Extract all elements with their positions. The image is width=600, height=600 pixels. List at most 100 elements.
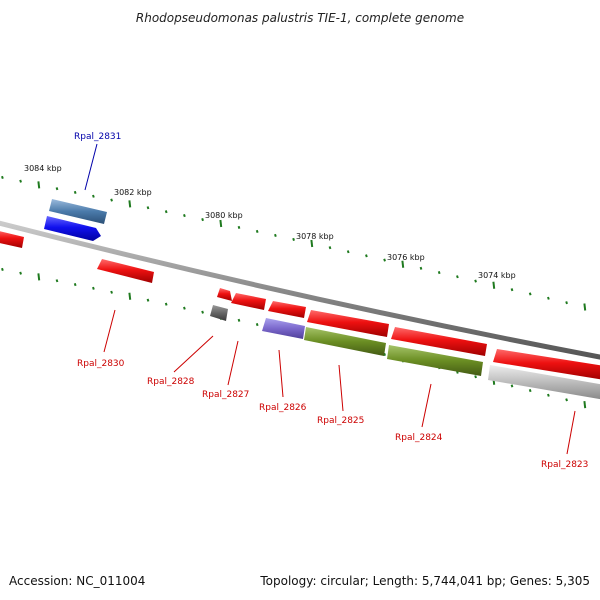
gene-arrow[interactable] [231, 293, 266, 310]
gene-arrow[interactable] [217, 288, 232, 301]
minor-tick [201, 217, 204, 222]
minor-tick [92, 286, 95, 290]
minor-tick [73, 282, 77, 287]
minor-tick [73, 190, 77, 195]
leader-line [566, 410, 576, 455]
major-tick [37, 181, 41, 189]
kbp-label: 3078 kbp [296, 232, 334, 241]
accession-label: Accession: NC_011004 [9, 574, 146, 588]
leader-line [173, 335, 214, 373]
minor-tick [146, 206, 150, 210]
minor-tick [565, 398, 568, 402]
major-tick [128, 200, 132, 208]
major-tick [583, 400, 587, 409]
genome-summary: Topology: circular; Length: 5,744,041 bp… [260, 574, 590, 588]
gene-arrow[interactable] [488, 365, 600, 400]
minor-tick [146, 298, 150, 302]
gene-label[interactable]: Rpal_2826 [259, 403, 307, 413]
minor-tick [474, 375, 477, 379]
minor-tick [274, 233, 277, 238]
minor-tick [201, 310, 204, 314]
major-tick [37, 273, 41, 281]
leader-line [84, 143, 98, 191]
leader-lines [84, 143, 576, 455]
minor-tick [164, 210, 168, 214]
forward-strand-features [0, 199, 600, 380]
leader-line [421, 383, 432, 428]
gene-arrow[interactable] [304, 327, 386, 356]
gene-arrow[interactable] [44, 216, 101, 241]
minor-tick [55, 279, 59, 283]
major-tick [401, 260, 405, 268]
minor-tick [110, 290, 113, 294]
minor-tick [328, 246, 332, 250]
minor-tick [183, 213, 186, 218]
minor-tick [1, 175, 4, 180]
gene-label[interactable]: Rpal_2823 [541, 460, 588, 470]
gene-label[interactable]: Rpal_2831 [74, 132, 121, 142]
gene-arrow[interactable] [268, 301, 306, 318]
minor-tick [237, 225, 241, 230]
gene-label[interactable]: Rpal_2830 [77, 359, 125, 369]
gene-arrow[interactable] [307, 310, 389, 337]
minor-tick [1, 267, 4, 272]
major-tick [219, 219, 223, 228]
minor-tick [346, 250, 350, 254]
gene-arrow[interactable] [262, 318, 305, 339]
gene-arrow[interactable] [0, 230, 24, 248]
gene-arrow[interactable] [387, 345, 483, 376]
minor-tick [474, 279, 477, 283]
minor-tick [547, 296, 550, 300]
minor-tick [92, 194, 95, 198]
gene-labels: Rpal_2831 Rpal_2830 Rpal_2828 Rpal_2827 … [74, 132, 588, 470]
gene-arrow[interactable] [210, 305, 228, 321]
minor-tick [19, 271, 22, 275]
minor-tick [365, 254, 368, 258]
gene-arrow[interactable] [97, 259, 154, 283]
minor-tick [255, 229, 259, 234]
major-tick [492, 281, 496, 289]
kbp-label: 3082 kbp [114, 188, 152, 197]
gene-arrow[interactable] [493, 349, 600, 380]
gene-label[interactable]: Rpal_2827 [202, 390, 249, 400]
leader-line [227, 340, 239, 386]
minor-tick [383, 258, 386, 262]
minor-tick [456, 275, 459, 279]
kbp-labels: 3084 kbp 3082 kbp 3080 kbp 3078 kbp 3076… [24, 164, 516, 280]
gene-arrow[interactable] [391, 327, 487, 356]
minor-tick [292, 237, 295, 242]
leader-line [278, 349, 284, 398]
minor-tick [437, 270, 441, 275]
major-tick [310, 239, 314, 248]
kbp-label: 3074 kbp [478, 271, 516, 280]
minor-tick [183, 306, 186, 310]
gene-arrow[interactable] [49, 199, 107, 224]
minor-tick [547, 393, 550, 397]
kbp-label: 3080 kbp [205, 211, 243, 220]
leader-line [338, 364, 344, 412]
kbp-label: 3076 kbp [387, 253, 425, 262]
minor-tick [255, 322, 259, 327]
gene-label[interactable]: Rpal_2825 [317, 416, 364, 426]
reverse-strand-features [210, 305, 600, 400]
minor-tick [565, 301, 568, 305]
minor-tick [55, 187, 59, 191]
minor-tick [510, 288, 514, 292]
minor-tick [19, 179, 22, 183]
leader-line [103, 309, 116, 353]
minor-tick [110, 198, 113, 202]
minor-tick [164, 302, 168, 306]
gene-label[interactable]: Rpal_2824 [395, 433, 443, 443]
map-title: Rhodopseudomonas palustris TIE-1, comple… [136, 11, 464, 25]
outer-tick-row [1, 175, 587, 311]
gene-label[interactable]: Rpal_2828 [147, 377, 195, 387]
minor-tick [528, 388, 532, 393]
major-tick [583, 303, 587, 311]
minor-tick [419, 266, 423, 270]
minor-tick [510, 384, 514, 388]
genome-backbone [0, 220, 600, 360]
kbp-label: 3084 kbp [24, 164, 62, 173]
minor-tick [237, 318, 241, 322]
minor-tick [528, 292, 532, 296]
